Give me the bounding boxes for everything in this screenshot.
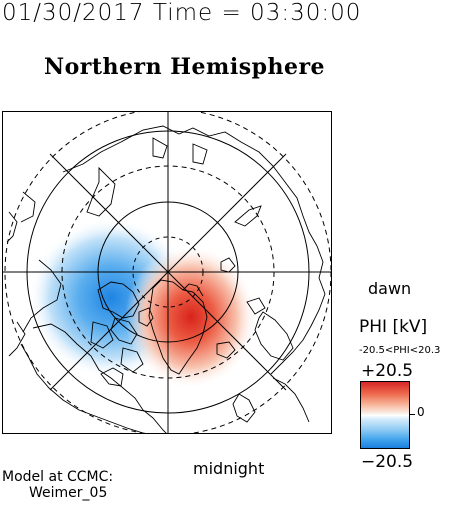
positive-potential-cell (125, 245, 257, 389)
colorbar-zero-label: 0 (417, 405, 425, 419)
colorbar-min-label: −20.5 (361, 452, 414, 472)
colorbar-max-label: +20.5 (361, 361, 414, 381)
polar-map (2, 111, 332, 434)
meridian-diagonal-2 (49, 153, 287, 391)
datetime-title: 01/30/2017 Time = 03:30:00 (2, 0, 362, 26)
colorbar-zero-tick (410, 414, 415, 415)
polar-map-svg (3, 112, 331, 433)
hemisphere-title: Northern Hemisphere (44, 54, 326, 80)
colorbar-range-text: -20.5<PHI<20.3 (359, 345, 441, 356)
midnight-label: midnight (193, 459, 265, 478)
colorbar (360, 381, 410, 449)
coastlines (6, 125, 326, 433)
dawn-label: dawn (368, 279, 412, 298)
colorbar-title: PHI [kV] (359, 317, 428, 337)
model-credit-line1: Model at CCMC: (2, 469, 114, 485)
model-credit-line2: Weimer_05 (29, 485, 108, 501)
